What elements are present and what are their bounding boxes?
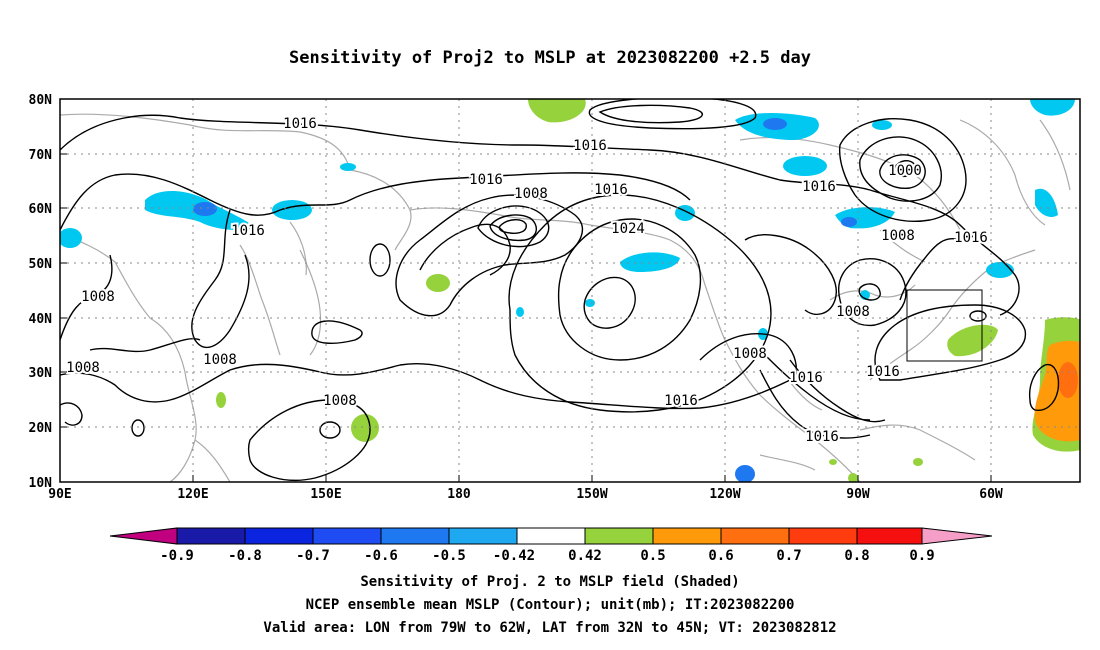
contour-label: 1008 <box>66 360 100 376</box>
colorbar-swatch <box>652 527 722 545</box>
colorbar-high-triangle <box>921 527 993 545</box>
lon-label: 90W <box>846 487 870 502</box>
contour-label: 1008 <box>203 352 237 368</box>
caption-line-3: Valid area: LON from 79W to 62W, LAT fro… <box>263 620 837 636</box>
caption-line-2: NCEP ensemble mean MSLP (Contour); unit(… <box>305 597 795 613</box>
contour-label: 1008 <box>733 346 767 362</box>
colorbar-labels: -0.9 -0.8 -0.7 -0.6 -0.5 -0.42 0.42 0.5 … <box>160 548 935 564</box>
coastlines <box>60 113 1071 482</box>
contour-label: 1016 <box>789 370 823 386</box>
colorbar-label: 0.42 <box>568 548 602 564</box>
lon-label: 60W <box>979 487 1003 502</box>
lat-label: 10N <box>29 476 53 491</box>
colorbar-swatch <box>244 527 314 545</box>
colorbar-low-triangle <box>109 527 178 545</box>
contour-label: 1016 <box>469 172 503 188</box>
colorbar-swatch <box>312 527 382 545</box>
caption-line-1: Sensitivity of Proj. 2 to MSLP field (Sh… <box>360 574 740 590</box>
contour-label: 1016 <box>954 230 988 246</box>
lon-label: 180 <box>447 487 471 502</box>
contour-label: 1008 <box>881 228 915 244</box>
contour-label: 1016 <box>805 429 839 445</box>
colorbar-label: -0.8 <box>228 548 262 564</box>
lat-label: 60N <box>29 202 53 217</box>
lat-label: 70N <box>29 148 53 163</box>
contour-label: 1016 <box>594 182 628 198</box>
colorbar-swatch <box>380 527 450 545</box>
contour-label: 1016 <box>231 223 265 239</box>
lon-labels: 90E 120E 150E 180 150W 120W 90W 60W <box>48 487 1003 502</box>
colorbar-label: 0.6 <box>708 548 733 564</box>
contour-label: 1016 <box>866 364 900 380</box>
map-frame <box>59 98 1081 483</box>
lon-label: 120W <box>709 487 740 502</box>
contour-label: 1016 <box>283 116 317 132</box>
contour-label: 1016 <box>573 138 607 154</box>
colorbar-swatch <box>584 527 654 545</box>
colorbar-swatch <box>448 527 518 545</box>
colorbar-label: -0.5 <box>432 548 466 564</box>
colorbar-label: -0.6 <box>364 548 398 564</box>
lon-label: 150E <box>310 487 341 502</box>
contour-label: 1016 <box>802 179 836 195</box>
colorbar-label: -0.42 <box>493 548 535 564</box>
lat-label: 20N <box>29 421 53 436</box>
colorbar-swatch <box>720 527 790 545</box>
contour-label: 1008 <box>836 304 870 320</box>
contour-label: 1008 <box>81 289 115 305</box>
lon-label: 150W <box>576 487 607 502</box>
lat-label: 40N <box>29 312 53 327</box>
contour-label: 1008 <box>514 186 548 202</box>
chart-title: Sensitivity of Proj2 to MSLP at 20230822… <box>289 48 811 68</box>
colorbar-swatch <box>856 527 923 545</box>
lon-label: 90E <box>48 487 71 502</box>
lat-label: 80N <box>29 93 53 108</box>
lon-label: 120E <box>177 487 208 502</box>
colorbar-label: -0.9 <box>160 548 194 564</box>
colorbar-swatch <box>516 527 586 545</box>
valid-area-box <box>906 289 983 362</box>
colorbar-swatch <box>176 527 246 545</box>
colorbar <box>109 527 993 545</box>
mslp-contours <box>60 99 1060 481</box>
contour-label: 1016 <box>664 393 698 409</box>
gridlines <box>60 99 1080 482</box>
lat-labels: 80N 70N 60N 50N 40N 30N 20N 10N <box>29 93 53 491</box>
contour-label: 1000 <box>888 163 922 179</box>
contour-label: 1008 <box>323 393 357 409</box>
lat-label: 30N <box>29 366 53 381</box>
axis-ticks <box>60 98 992 483</box>
colorbar-label: 0.9 <box>909 548 934 564</box>
colorbar-label: 0.5 <box>640 548 665 564</box>
contour-labels: 1016 1016 1016 1008 1016 1024 1016 1000 … <box>64 114 990 447</box>
colorbar-label: 0.7 <box>776 548 801 564</box>
lat-label: 50N <box>29 257 53 272</box>
contour-label: 1024 <box>611 221 645 237</box>
colorbar-swatch <box>788 527 858 545</box>
colorbar-label: 0.8 <box>844 548 869 564</box>
shading <box>60 99 1080 482</box>
colorbar-label: -0.7 <box>296 548 330 564</box>
